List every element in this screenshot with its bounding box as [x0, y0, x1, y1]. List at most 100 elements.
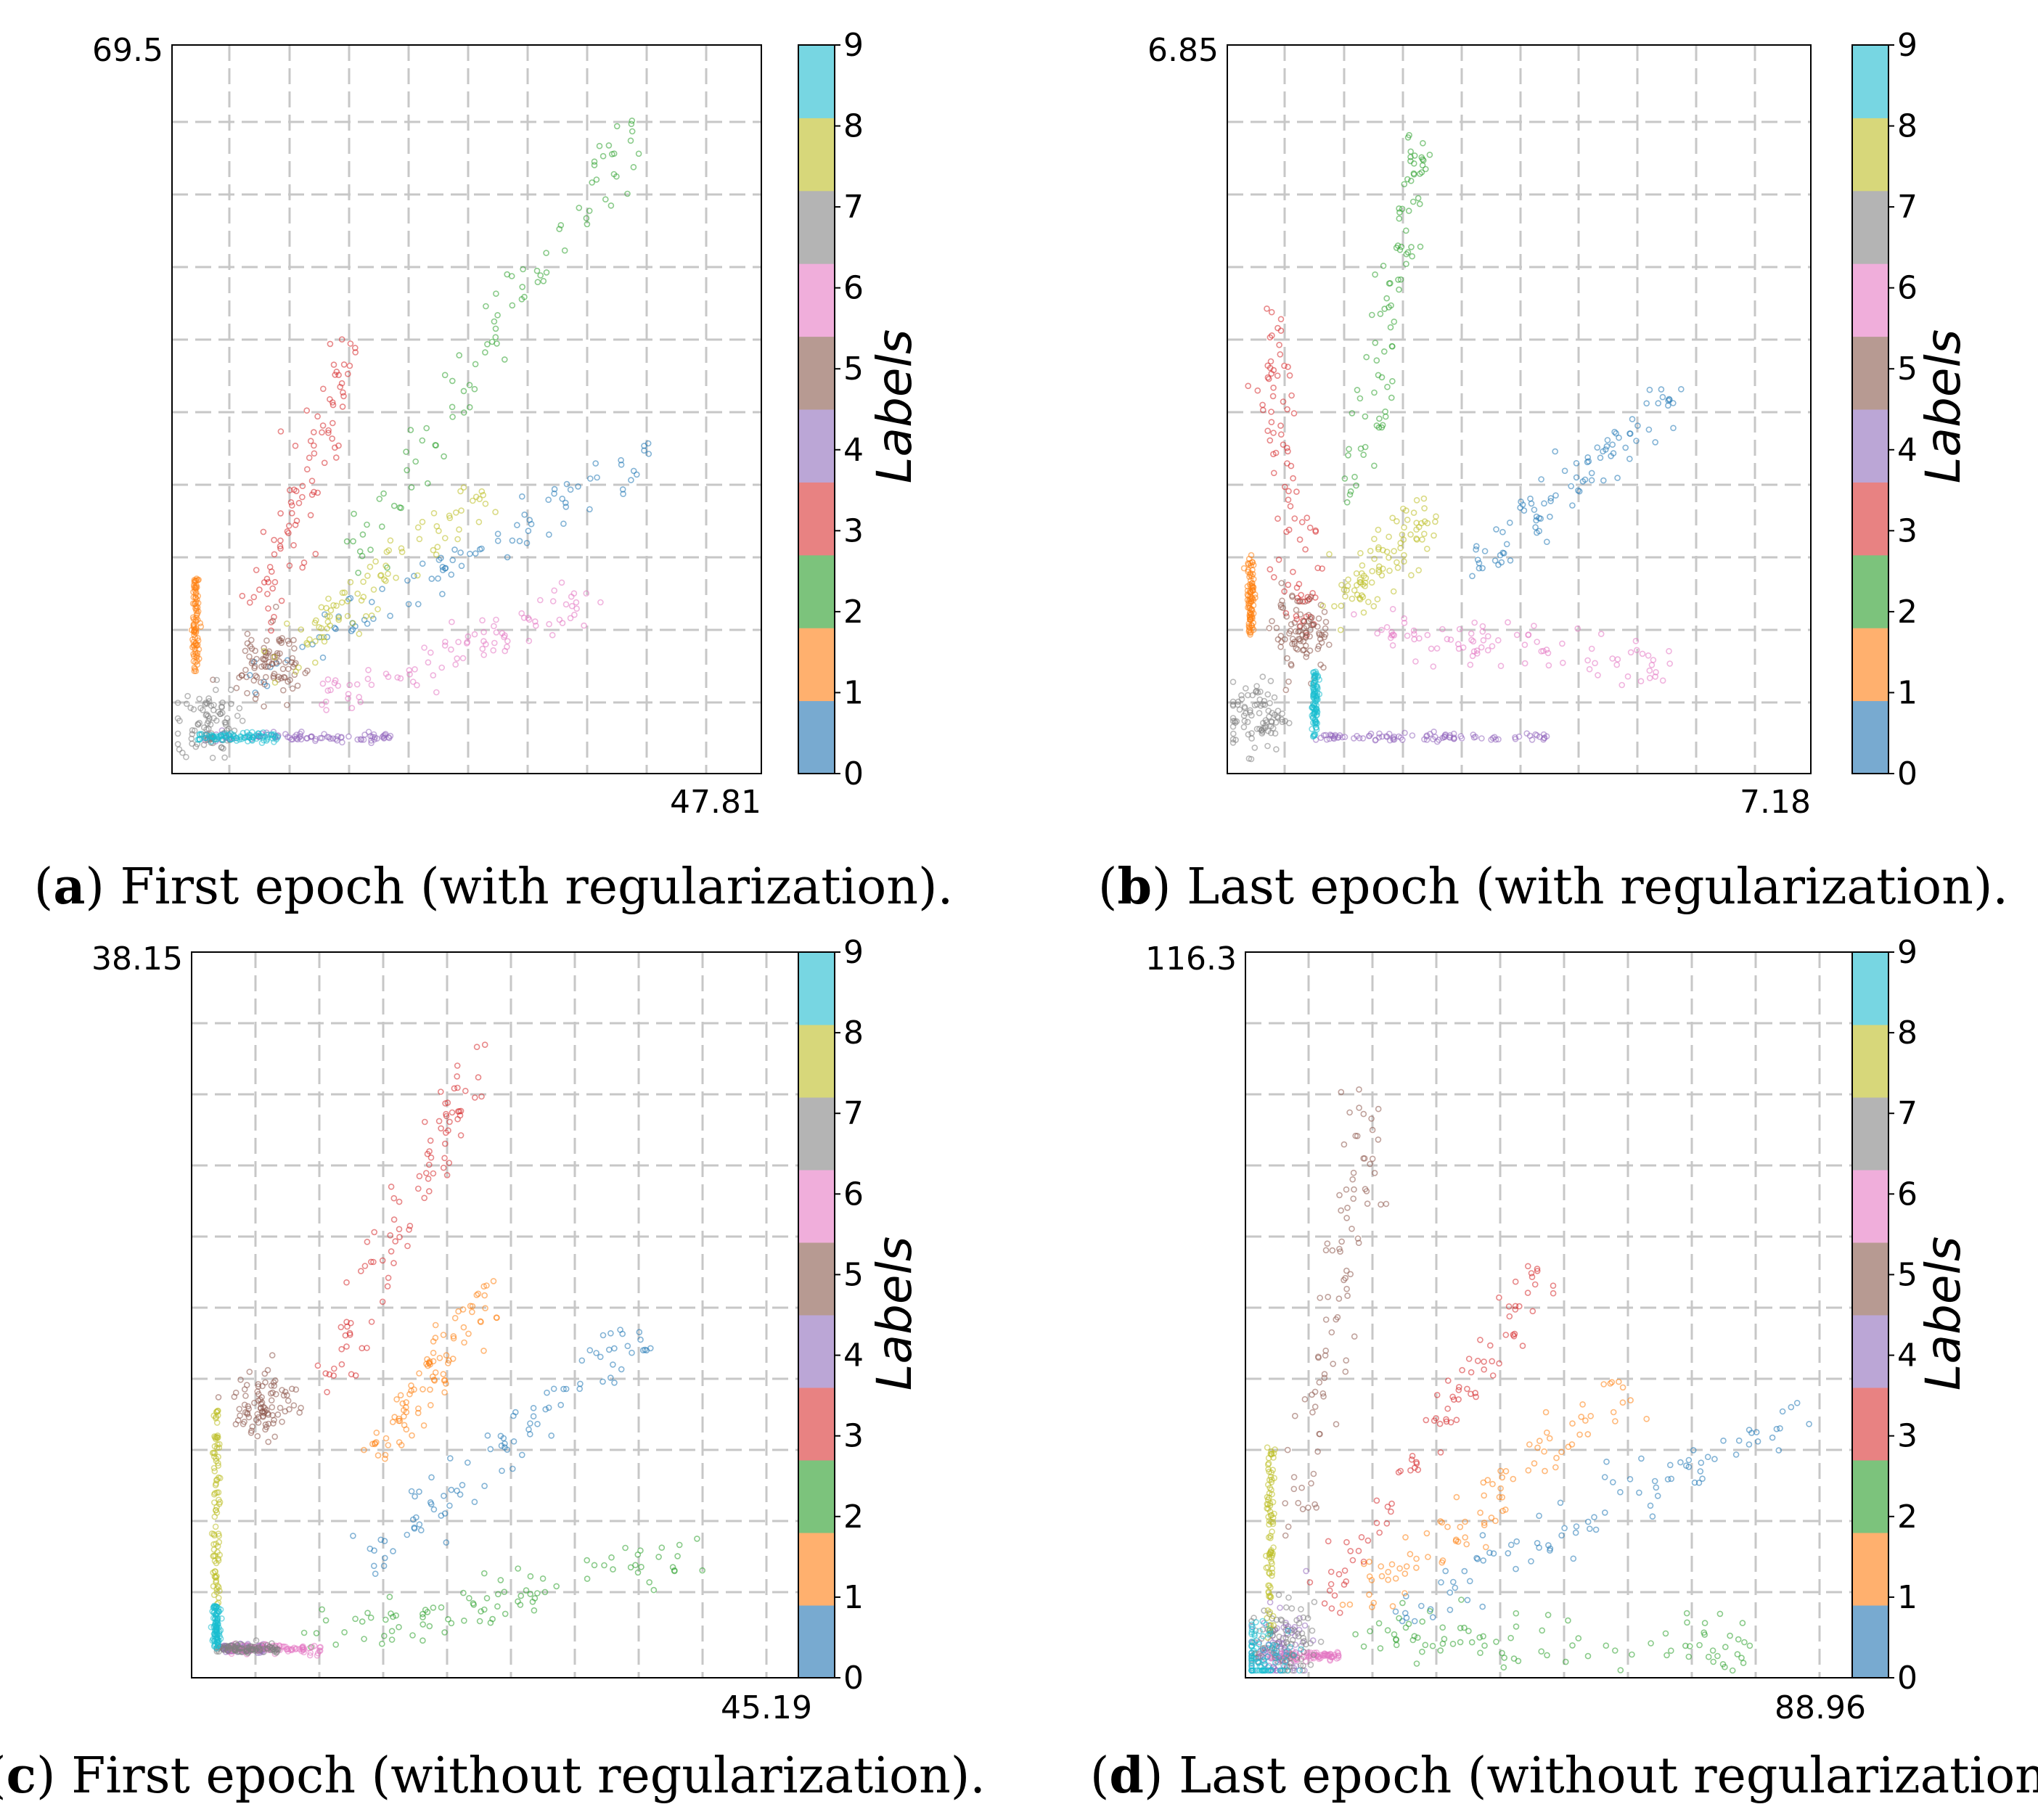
scatter-point-label-9 [1310, 685, 1317, 692]
scatter-point-label-6 [1410, 627, 1417, 634]
scatter-point-label-6 [1411, 636, 1417, 643]
x-max-label-c: 45.19 [721, 1689, 812, 1726]
scatter-point-label-5 [1301, 1395, 1309, 1403]
scatter-point-label-9 [1314, 685, 1321, 692]
scatter-point-label-6 [1646, 674, 1653, 681]
scatter-point-label-5 [274, 1411, 282, 1418]
scatter-point-label-2 [1493, 1639, 1499, 1645]
scatter-point-label-2 [1411, 152, 1418, 159]
scatter-point-label-7 [1272, 730, 1279, 737]
scatter-point-label-7 [196, 695, 203, 702]
scatter-point-label-3 [1304, 515, 1311, 521]
x-max-label-d: 88.96 [1775, 1689, 1866, 1726]
scatter-point-label-3 [344, 1323, 351, 1330]
scatter-point-label-1 [408, 1382, 414, 1389]
scatter-point-label-5 [281, 674, 288, 681]
scatter-point-label-0 [454, 1488, 460, 1494]
scatter-point-label-3 [1278, 431, 1285, 438]
scatter-point-label-4 [367, 733, 374, 739]
scatter-point-label-6 [479, 617, 486, 624]
scatter-point-label-3 [361, 1263, 369, 1269]
scatter-point-label-7 [1309, 1627, 1316, 1634]
scatter-point-label-8 [261, 647, 268, 655]
scatter-point-label-0 [1573, 474, 1580, 481]
scatter-point-label-1 [1403, 1563, 1410, 1570]
scatter-point-label-5 [264, 1366, 271, 1374]
scatter-point-label-5 [1338, 1207, 1344, 1214]
scatter-point-label-5 [269, 1352, 276, 1358]
scatter-point-label-1 [1510, 1475, 1517, 1483]
scatter-point-label-6 [433, 689, 440, 696]
scatter-point-label-3 [1275, 556, 1282, 563]
scatter-point-label-0 [361, 616, 368, 623]
scatter-point-label-7 [1251, 745, 1259, 751]
scatter-point-label-8 [212, 1523, 219, 1530]
scatter-point-label-0 [1665, 402, 1671, 409]
scatter-point-label-1 [195, 576, 202, 583]
scatter-point-label-1 [481, 1292, 488, 1299]
scatter-point-label-0 [1505, 1550, 1512, 1557]
scatter-point-label-6 [556, 616, 563, 623]
scatter-point-label-5 [268, 1397, 275, 1403]
scatter-point-label-0 [1491, 557, 1499, 564]
scatter-point-label-3 [344, 370, 351, 377]
scatter-point-label-1 [1619, 1399, 1626, 1406]
scatter-point-label-0 [620, 491, 626, 498]
scatter-point-label-8 [433, 522, 441, 530]
scatter-point-label-5 [1302, 634, 1309, 641]
scatter-point-label-3 [379, 1257, 386, 1264]
scatter-point-label-5 [252, 695, 259, 702]
scatter-point-label-0 [1666, 396, 1673, 403]
scatter-point-label-2 [699, 1567, 706, 1574]
scatter-point-label-5 [1321, 608, 1328, 615]
scatter-point-label-7 [212, 686, 219, 694]
scatter-point-label-3 [299, 493, 306, 501]
scatter-point-label-1 [1413, 1565, 1420, 1571]
scatter-point-label-8 [311, 659, 319, 666]
scatter-point-label-0 [1584, 1518, 1592, 1525]
scatter-point-label-1 [1247, 571, 1253, 578]
scatter-point-label-5 [1369, 1126, 1376, 1134]
scatter-point-label-5 [260, 1403, 267, 1411]
scatter-point-label-0 [562, 504, 570, 510]
scatter-point-label-8 [321, 638, 328, 645]
scatter-point-label-0 [1499, 528, 1506, 536]
scatter-point-label-3 [1519, 1343, 1526, 1349]
colorbar-tick-label-5: 5 [1897, 1256, 1918, 1293]
scatter-point-label-4 [1470, 734, 1478, 741]
scatter-point-label-0 [1677, 1459, 1684, 1466]
colorbar-tick-label-2: 2 [1897, 1499, 1918, 1536]
scatter-point-label-5 [1350, 1169, 1357, 1176]
scatter-point-label-5 [1317, 1295, 1323, 1301]
scatter-point-label-3 [1277, 327, 1285, 335]
scatter-point-label-2 [1382, 413, 1389, 420]
scatter-point-label-0 [1513, 1565, 1519, 1573]
scatter-point-label-8 [382, 578, 389, 584]
scatter-point-label-2 [1391, 318, 1398, 325]
scatter-point-label-1 [432, 1369, 439, 1376]
scatter-point-label-5 [279, 1419, 285, 1425]
colorbar-label-c: Labels [867, 1237, 922, 1390]
scatter-point-label-5 [1291, 619, 1298, 626]
scatter-point-label-1 [1452, 1538, 1460, 1544]
scatter-point-label-3 [1284, 460, 1290, 467]
scatter-point-label-1 [1569, 1420, 1576, 1427]
scatter-point-label-1 [1481, 1520, 1488, 1526]
scatter-point-label-0 [1617, 1488, 1624, 1496]
scatter-point-label-9 [1298, 1646, 1304, 1652]
scatter-point-label-3 [310, 429, 317, 435]
scatter-point-label-9 [1256, 1663, 1264, 1670]
scatter-point-label-9 [211, 1620, 218, 1628]
scatter-point-label-3 [1285, 448, 1291, 455]
scatter-point-label-7 [1298, 1630, 1306, 1637]
scatter-point-label-0 [1588, 477, 1595, 484]
scatter-point-label-6 [1424, 631, 1431, 639]
scatter-point-label-0 [1600, 477, 1607, 484]
scatter-point-label-2 [332, 1641, 340, 1648]
scatter-point-label-6 [459, 655, 467, 662]
scatter-point-label-3 [1266, 566, 1274, 573]
scatter-point-label-8 [335, 616, 343, 623]
scatter-point-label-0 [387, 612, 393, 620]
scatter-point-label-3 [421, 1194, 428, 1202]
scatter-point-label-2 [364, 521, 370, 528]
